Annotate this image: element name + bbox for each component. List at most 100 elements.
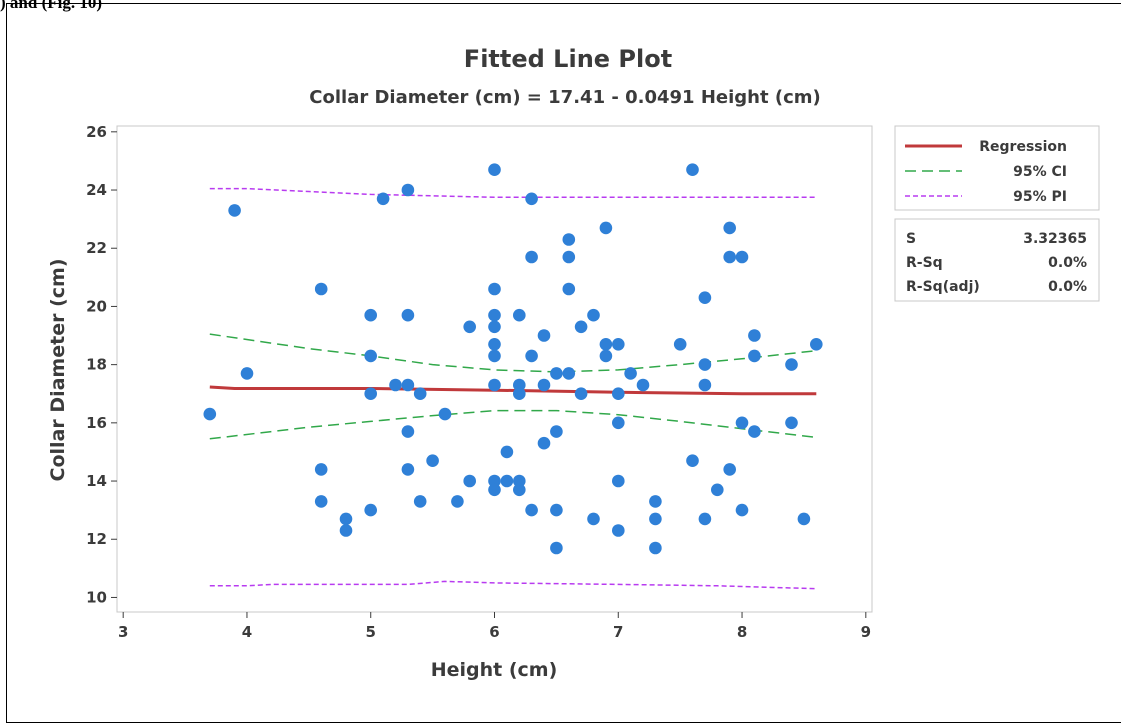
data-point xyxy=(426,454,439,468)
data-point xyxy=(488,378,501,392)
data-point xyxy=(785,416,798,430)
y-tick-label: 20 xyxy=(86,297,107,315)
data-point xyxy=(525,349,538,363)
data-point xyxy=(488,320,501,334)
data-point xyxy=(364,349,378,363)
y-tick-label: 24 xyxy=(86,181,107,199)
data-point xyxy=(513,387,526,401)
data-point xyxy=(488,163,501,176)
data-point xyxy=(488,474,501,488)
data-point xyxy=(723,221,736,235)
y-tick-label: 22 xyxy=(86,239,107,257)
data-point xyxy=(314,463,328,476)
data-point xyxy=(636,378,650,392)
y-tick-label: 16 xyxy=(86,414,107,432)
data-point xyxy=(401,308,415,322)
y-tick-label: 14 xyxy=(86,472,107,490)
data-point xyxy=(562,367,576,380)
data-point xyxy=(203,407,217,421)
data-point xyxy=(339,512,353,526)
data-point xyxy=(686,454,699,468)
y-tick-label: 12 xyxy=(86,530,107,548)
data-point xyxy=(364,503,378,517)
data-point xyxy=(574,387,588,401)
data-point xyxy=(401,183,415,197)
data-point xyxy=(438,407,452,421)
data-point xyxy=(401,425,415,438)
data-point xyxy=(488,282,501,296)
data-point xyxy=(599,349,613,363)
data-point xyxy=(612,474,625,488)
stat-s-value: 3.32365 xyxy=(1023,231,1087,247)
data-point xyxy=(525,192,538,206)
data-point xyxy=(550,367,563,380)
y-tick-label: 10 xyxy=(86,588,107,606)
regression-line-group xyxy=(209,385,817,396)
data-point xyxy=(401,463,415,476)
y-tick-label: 26 xyxy=(86,123,107,141)
data-point xyxy=(599,221,613,235)
data-point xyxy=(240,367,254,380)
data-point xyxy=(413,495,427,508)
stat-rsqadj-label: R-Sq(adj) xyxy=(906,279,980,295)
stats-box-frame xyxy=(894,218,1100,302)
data-point xyxy=(698,378,712,392)
data-point xyxy=(488,308,501,322)
data-point xyxy=(228,204,241,217)
data-point xyxy=(550,541,563,555)
data-point xyxy=(401,378,415,392)
legend-pi-label: 95% PI xyxy=(1013,189,1067,205)
data-point xyxy=(513,378,526,392)
plot-area-frame xyxy=(116,125,873,613)
y-tick-label: 18 xyxy=(86,356,107,374)
stat-rsqadj-value: 0.0% xyxy=(1048,279,1087,295)
stat-s-label: S xyxy=(906,231,916,247)
data-point xyxy=(463,474,477,488)
data-point xyxy=(364,387,378,401)
stat-rsq-label: R-Sq xyxy=(906,255,943,271)
data-point xyxy=(785,358,798,371)
data-point xyxy=(562,233,576,246)
data-point xyxy=(339,524,353,537)
data-point xyxy=(525,503,538,517)
data-point xyxy=(537,436,551,450)
data-point xyxy=(649,512,662,526)
data-point xyxy=(376,192,390,206)
data-point xyxy=(513,474,526,488)
data-point xyxy=(612,387,625,401)
legend-regression-label: Regression xyxy=(979,139,1067,155)
data-point xyxy=(488,349,501,363)
data-point xyxy=(500,474,514,488)
data-point xyxy=(649,541,662,555)
data-point xyxy=(314,282,328,296)
data-point xyxy=(574,320,588,334)
pi-lower-line xyxy=(209,580,817,590)
data-point xyxy=(488,483,501,497)
data-point xyxy=(612,338,625,351)
data-point xyxy=(413,387,427,401)
data-point xyxy=(500,445,514,459)
x-axis-ticks: 3 4 5 6 7 8 9 xyxy=(118,612,871,641)
data-point xyxy=(587,308,600,322)
y-axis-label: Collar Diameter (cm) xyxy=(47,259,69,482)
x-tick-label: 3 xyxy=(118,623,128,641)
x-axis-label: Height (cm) xyxy=(431,659,558,681)
x-tick-label: 4 xyxy=(242,623,252,641)
ci-lines xyxy=(209,333,817,440)
data-point xyxy=(723,463,736,476)
data-point xyxy=(314,495,328,508)
data-point xyxy=(364,308,378,322)
y-axis-ticks: 10 12 14 16 18 20 22 24 26 xyxy=(86,123,117,606)
data-point xyxy=(698,512,712,526)
ci-lower-line xyxy=(209,409,817,440)
legend-box xyxy=(894,125,1100,211)
data-point xyxy=(673,338,687,351)
data-point xyxy=(723,250,736,264)
data-point xyxy=(562,282,576,296)
data-point xyxy=(686,163,699,176)
data-point xyxy=(735,503,749,517)
data-point xyxy=(525,250,538,264)
chart-title: Fitted Line Plot xyxy=(464,45,672,73)
stat-rsq-value: 0.0% xyxy=(1048,255,1087,271)
